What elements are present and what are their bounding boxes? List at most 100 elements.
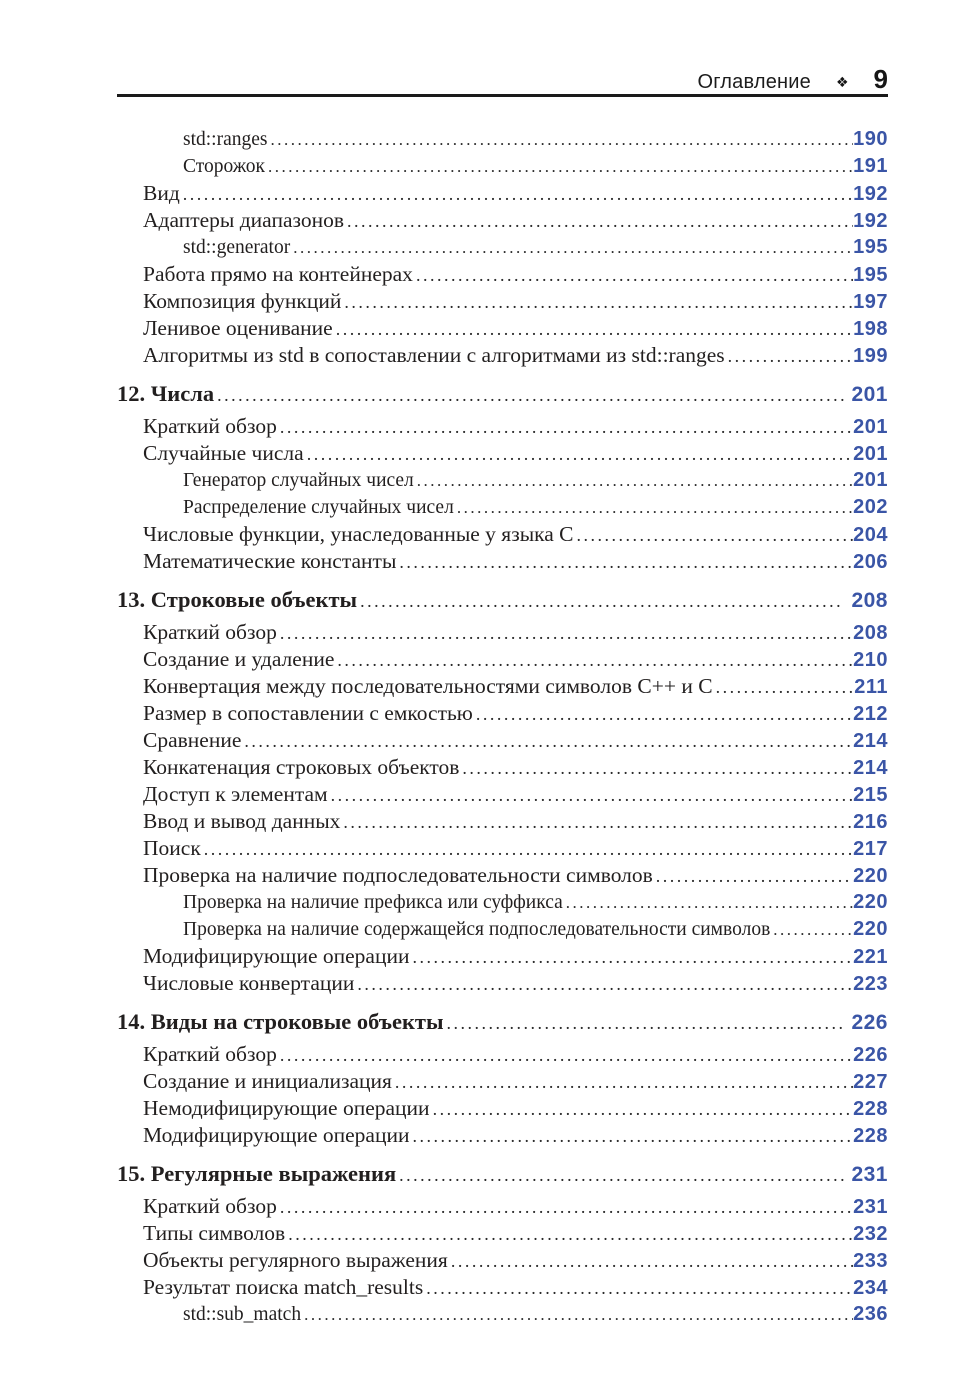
diamond-ornament-icon: ❖	[835, 75, 849, 91]
toc-entry: Числовые конвертации 223	[117, 970, 888, 997]
toc-dot-leader	[412, 1122, 853, 1149]
toc-dot-leader	[399, 548, 853, 575]
toc-entry-label: Ленивое оценивание	[143, 316, 333, 340]
toc-entry: Алгоритмы из std в сопоставлении с алгор…	[117, 342, 888, 369]
toc-entry-label: Результат поиска match_results	[143, 1275, 424, 1299]
toc-page-number: 234	[853, 1277, 888, 1299]
toc-entry-label: Проверка на наличие подпоследовательност…	[143, 863, 653, 887]
toc-entry-label: Конвертация между последовательностями с…	[143, 674, 713, 698]
toc-dot-leader	[337, 646, 853, 673]
toc-entry: Краткий обзор 208	[117, 619, 888, 646]
toc-page-number: 195	[853, 236, 888, 258]
toc-page-number: 231	[851, 1163, 888, 1186]
toc-dot-leader	[280, 619, 853, 646]
toc-entry: Доступ к элементам 215	[117, 781, 888, 808]
toc-page-number: 199	[853, 345, 888, 367]
toc-page-number: 226	[851, 1011, 888, 1034]
toc-entry-label: Поиск	[143, 836, 201, 860]
toc-entry: 15. Регулярные выражения 231	[117, 1161, 888, 1188]
toc-entry: Создание и удаление 210	[117, 646, 888, 673]
toc-entry: Результат поиска match_results 234	[117, 1274, 888, 1301]
toc-dot-leader	[457, 495, 853, 521]
toc-entry: Немодифицирующие операции 228	[117, 1095, 888, 1122]
toc-entry: Композиция функций 197	[117, 288, 888, 315]
toc-page-number: 190	[853, 128, 888, 150]
toc-entry-label: Доступ к элементам	[143, 782, 328, 806]
toc-dot-leader	[357, 970, 853, 997]
toc-dot-leader	[280, 413, 853, 440]
toc-entry-label: Числовые функции, унаследованные у языка…	[143, 522, 574, 546]
toc-entry-label: Генератор случайных чисел	[183, 470, 414, 491]
toc-entry-label: Немодифицирующие операции	[143, 1096, 430, 1120]
toc-entry: Модифицирующие операции 228	[117, 1122, 888, 1149]
toc-entry: Типы символов 232	[117, 1220, 888, 1247]
toc-entry-label: Объекты регулярного выражения	[143, 1248, 448, 1272]
toc-dot-leader	[268, 154, 853, 180]
toc-entry-label: Краткий обзор	[143, 1194, 277, 1218]
toc-entry: Поиск 217	[117, 835, 888, 862]
toc-entry: Модифицирующие операции 221	[117, 943, 888, 970]
toc-dot-leader	[412, 943, 853, 970]
toc-dot-leader	[304, 1302, 853, 1328]
toc-page-number: 216	[853, 811, 888, 833]
toc-entry: Числовые функции, унаследованные у языка…	[117, 521, 888, 548]
toc-entry: Работа прямо на контейнерах 195	[117, 261, 888, 288]
toc-dot-leader	[343, 808, 853, 835]
toc-dot-leader	[244, 727, 853, 754]
toc-page-number: 223	[853, 973, 888, 995]
toc-dot-leader	[399, 1161, 844, 1188]
header-rule	[117, 94, 888, 97]
toc-entry: Сравнение 214	[117, 727, 888, 754]
toc-dot-leader	[716, 673, 855, 700]
toc-entry: Генератор случайных чисел 201	[117, 467, 888, 494]
toc-entry-label: Числовые конвертации	[143, 971, 355, 995]
toc-dot-leader	[433, 1095, 854, 1122]
toc-dot-leader	[280, 1041, 853, 1068]
toc-entry-label: 12. Числа	[117, 381, 215, 406]
toc-entry: Конвертация между последовательностями с…	[117, 673, 888, 700]
toc-entry: Проверка на наличие содержащейся подпосл…	[117, 916, 888, 943]
toc-entry-label: Проверка на наличие префикса или суффикс…	[183, 892, 563, 913]
toc-entry-label: Ввод и вывод данных	[143, 809, 341, 833]
toc-page-number: 220	[853, 918, 888, 940]
toc-page-number: 192	[853, 183, 888, 205]
toc-entry-label: Создание и инициализация	[143, 1069, 392, 1093]
toc-dot-leader	[462, 754, 853, 781]
toc-entry-label: std::generator	[183, 237, 291, 258]
toc-page-number: 214	[853, 730, 888, 752]
toc-entry: Размер в сопоставлении с емкостью 212	[117, 700, 888, 727]
page-header: Оглавление ❖ 9	[117, 64, 888, 95]
toc-entry: 13. Строковые объекты 208	[117, 587, 888, 614]
toc-page-number: 208	[853, 622, 888, 644]
toc-entry-label: Краткий обзор	[143, 414, 277, 438]
toc-entry-label: Проверка на наличие содержащейся подпосл…	[183, 919, 771, 940]
toc-entry: Проверка на наличие префикса или суффикс…	[117, 889, 888, 916]
toc-entry: Вид 192	[117, 180, 888, 207]
toc-dot-leader	[476, 700, 853, 727]
toc-entry-label: Случайные числа	[143, 441, 304, 465]
toc-entry: Распределение случайных чисел 202	[117, 494, 888, 521]
toc-dot-leader	[395, 1068, 853, 1095]
toc-entry-label: Создание и удаление	[143, 647, 335, 671]
toc-dot-leader	[331, 781, 853, 808]
toc-page-number: 233	[853, 1250, 888, 1272]
toc-page-number: 192	[853, 210, 888, 232]
toc-page-number: 214	[853, 757, 888, 779]
toc-entry: Краткий обзор 201	[117, 413, 888, 440]
toc-entry: Конкатенация строковых объектов 214	[117, 754, 888, 781]
toc-page-number: 201	[851, 383, 888, 406]
toc-dot-leader	[347, 207, 853, 234]
toc-entry-label: 15. Регулярные выражения	[117, 1161, 397, 1186]
running-title: Оглавление	[697, 71, 811, 93]
toc-entry: 12. Числа 201	[117, 381, 888, 408]
toc-entry-label: Размер в сопоставлении с емкостью	[143, 701, 473, 725]
toc-page-number: 236	[853, 1303, 888, 1325]
toc-page-number: 228	[853, 1098, 888, 1120]
toc-entry: Краткий обзор 226	[117, 1041, 888, 1068]
toc-entry-label: Краткий обзор	[143, 620, 277, 644]
toc-page-number: 231	[853, 1196, 888, 1218]
toc-dot-leader	[336, 315, 853, 342]
toc-entry-label: Вид	[143, 181, 180, 205]
toc-entry: Краткий обзор 231	[117, 1193, 888, 1220]
toc-entry: std::sub_match 236	[117, 1301, 888, 1328]
